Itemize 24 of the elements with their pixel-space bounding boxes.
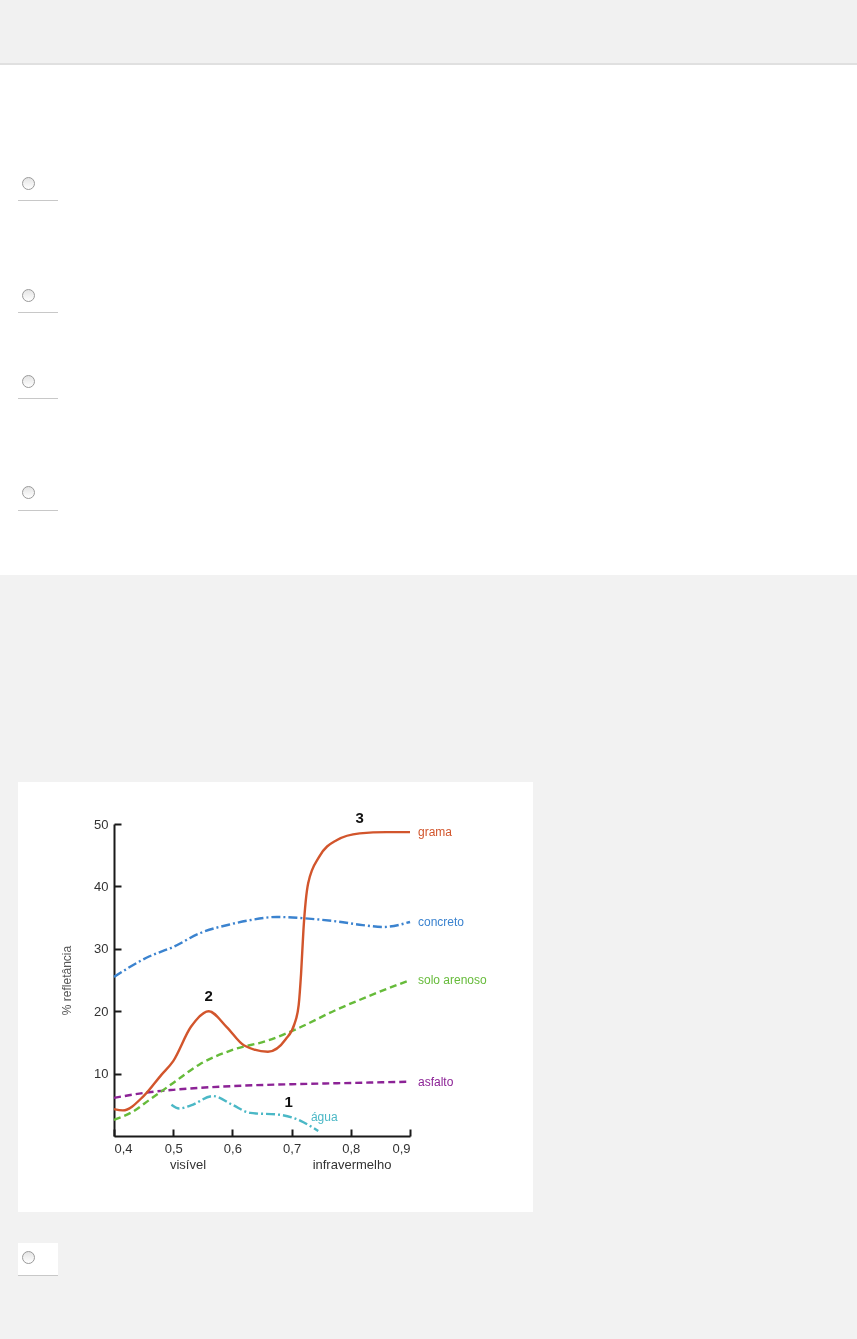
y-tick-label: 20 — [94, 1003, 109, 1019]
text: visível — [169, 1157, 207, 1172]
text: infravermelho — [312, 1157, 392, 1172]
x-tick-label: 0,4 — [114, 1140, 133, 1156]
series-label: solo arenoso — [418, 973, 488, 987]
y-tick-label: 40 — [94, 878, 109, 894]
y-tick-label: 50 — [94, 816, 109, 832]
x-tick-label: 0,9 — [392, 1140, 411, 1156]
series-label: grama — [418, 825, 453, 840]
x-tick-label: 0,6 — [223, 1140, 242, 1156]
series-label: asfalto — [418, 1074, 454, 1089]
line-series — [112, 830, 412, 1112]
x-tick-label: 0,7 — [283, 1140, 302, 1156]
y-tick-label: 30 — [94, 941, 109, 957]
annotation: 1 — [284, 1092, 293, 1110]
annotation: 2 — [204, 987, 213, 1005]
line-series — [112, 915, 412, 979]
x-tick-label: 0,5 — [164, 1140, 183, 1156]
y-tick-label: 10 — [94, 1066, 109, 1082]
x-tick-label: 0,8 — [342, 1140, 361, 1156]
annotation: 3 — [355, 809, 364, 827]
y-axis-title: % refletância — [60, 945, 75, 1016]
series-label: água — [310, 1110, 338, 1125]
series-label: concreto — [418, 914, 465, 929]
